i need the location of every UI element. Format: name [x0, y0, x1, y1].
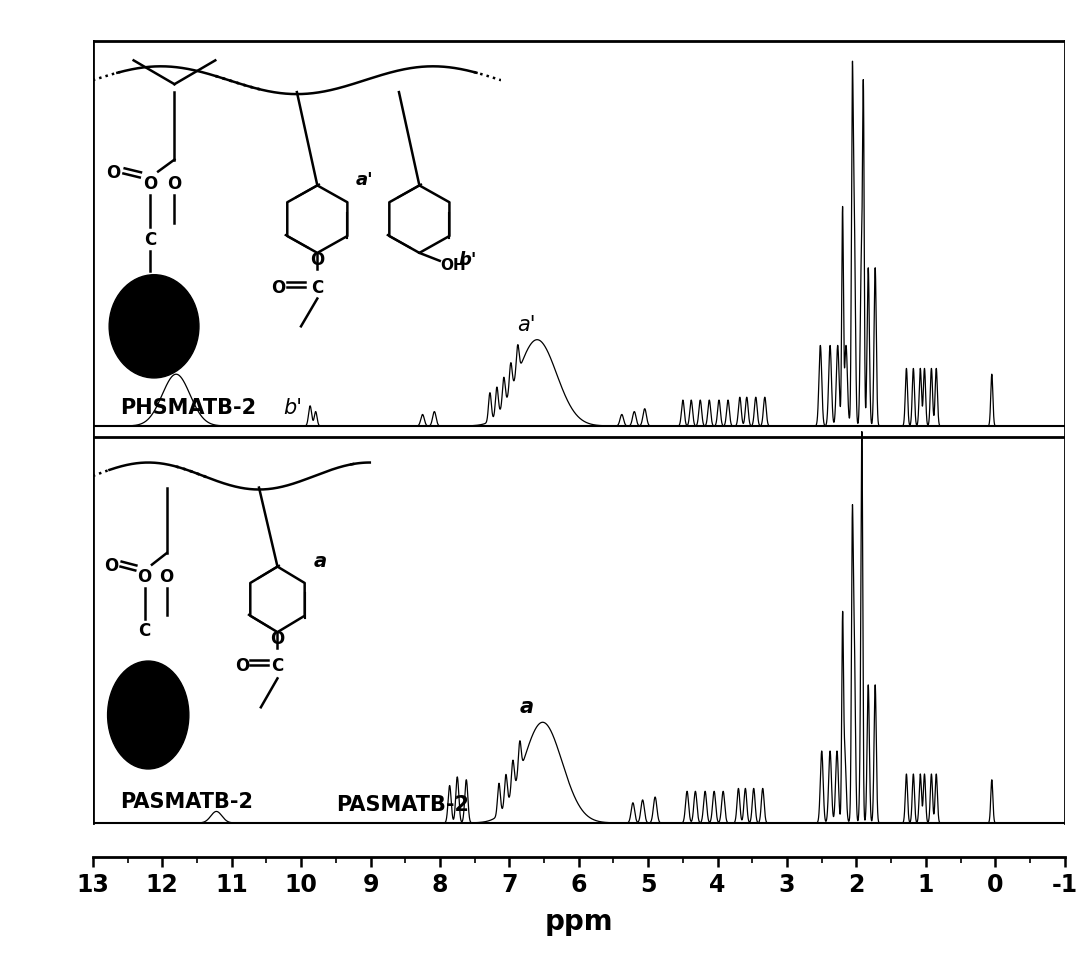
Text: O: O: [143, 175, 157, 193]
Text: O: O: [310, 251, 324, 268]
X-axis label: ppm: ppm: [545, 907, 613, 935]
Text: O: O: [104, 556, 118, 574]
Text: a: a: [313, 551, 327, 571]
Text: O: O: [271, 629, 285, 647]
Text: b': b': [459, 251, 476, 268]
Text: O: O: [138, 568, 152, 585]
Text: PHSMATB-2: PHSMATB-2: [120, 398, 257, 418]
Text: a: a: [520, 697, 534, 717]
Text: O: O: [272, 278, 286, 297]
Text: b': b': [284, 398, 302, 418]
Text: a': a': [518, 315, 536, 334]
Text: PASMATB-2: PASMATB-2: [120, 792, 253, 812]
Text: C: C: [139, 621, 151, 640]
Ellipse shape: [108, 662, 189, 769]
Text: OH: OH: [440, 258, 465, 273]
Ellipse shape: [109, 275, 199, 379]
Text: O: O: [159, 568, 174, 585]
Text: O: O: [235, 656, 249, 674]
Text: C: C: [311, 278, 323, 297]
Text: C: C: [144, 231, 156, 249]
Text: O: O: [167, 175, 181, 193]
Text: PASMATB-2: PASMATB-2: [335, 795, 468, 815]
Text: O: O: [106, 164, 120, 181]
Text: a': a': [356, 172, 373, 189]
Text: C: C: [271, 656, 284, 674]
